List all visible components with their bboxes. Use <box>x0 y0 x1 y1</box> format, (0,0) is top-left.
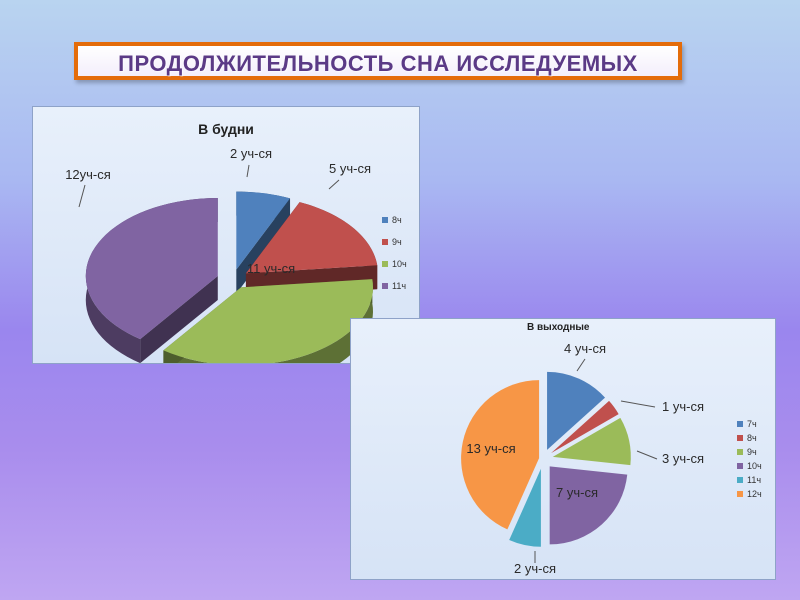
slice-12ч <box>461 380 540 530</box>
data-label: 13 уч-ся <box>466 441 515 456</box>
slice-8ч <box>551 400 619 454</box>
data-label: 3 уч-ся <box>662 451 704 466</box>
legend-label: 11ч <box>747 475 761 485</box>
legend-swatch <box>737 449 743 455</box>
legend-label: 11ч <box>392 281 406 291</box>
slice-10ч <box>549 466 628 545</box>
legend-label: 10ч <box>392 259 407 269</box>
slice-7ч <box>547 371 606 450</box>
weekend-chart-panel: В выходные 4 уч-ся 1 уч-ся 3 уч-ся 7 уч-ся 2 … <box>350 318 776 580</box>
weekday-pie-chart: В будни 2 уч-ся 5 уч-ся 11 уч-ся 12уч-ся 8ч 9ч… <box>65 121 407 363</box>
legend-swatch <box>382 239 388 245</box>
slice-9ч <box>552 417 631 466</box>
weekday-chart-panel: В будни 2 уч-ся 5 уч-ся 11 уч-ся 12уч-ся 8ч 9ч… <box>32 106 420 364</box>
legend-label: 8ч <box>747 433 757 443</box>
title-banner <box>74 42 682 80</box>
slice-top <box>163 279 373 363</box>
legend-swatch <box>737 491 743 497</box>
slice-11ч <box>85 198 218 363</box>
slice-top <box>85 198 218 340</box>
legend-label: 9ч <box>747 447 757 457</box>
legend-swatch <box>737 421 743 427</box>
data-label: 1 уч-ся <box>662 399 704 414</box>
legend-swatch <box>737 463 743 469</box>
legend-label: 10ч <box>747 461 762 471</box>
chart-title: В будни <box>198 121 254 137</box>
legend-swatch <box>382 217 388 223</box>
slice-10ч <box>163 279 373 363</box>
data-label: 7 уч-ся <box>556 485 598 500</box>
legend-swatch <box>382 261 388 267</box>
legend-swatch <box>382 283 388 289</box>
legend-label: 9ч <box>392 237 402 247</box>
legend-label: 7ч <box>747 419 757 429</box>
weekend-pie-chart: В выходные 4 уч-ся 1 уч-ся 3 уч-ся 7 уч-ся 2 … <box>461 322 762 576</box>
data-label: 12уч-ся <box>65 167 111 182</box>
chart-title: В выходные <box>527 322 590 333</box>
data-label: 5 уч-ся <box>329 161 371 176</box>
legend-swatch <box>737 477 743 483</box>
slice-top <box>245 202 378 274</box>
data-label: 2 уч-ся <box>230 146 272 161</box>
page-title: Продолжительность сна исследуемых <box>118 51 638 76</box>
data-label: 11 уч-ся <box>247 261 295 276</box>
data-label: 2 уч-ся <box>514 561 556 576</box>
legend-label: 8ч <box>392 215 402 225</box>
slice-top <box>236 191 291 270</box>
slice-11ч <box>509 468 541 547</box>
data-label: 4 уч-ся <box>564 341 606 356</box>
legend-swatch <box>737 435 743 441</box>
legend-label: 12ч <box>747 489 762 499</box>
